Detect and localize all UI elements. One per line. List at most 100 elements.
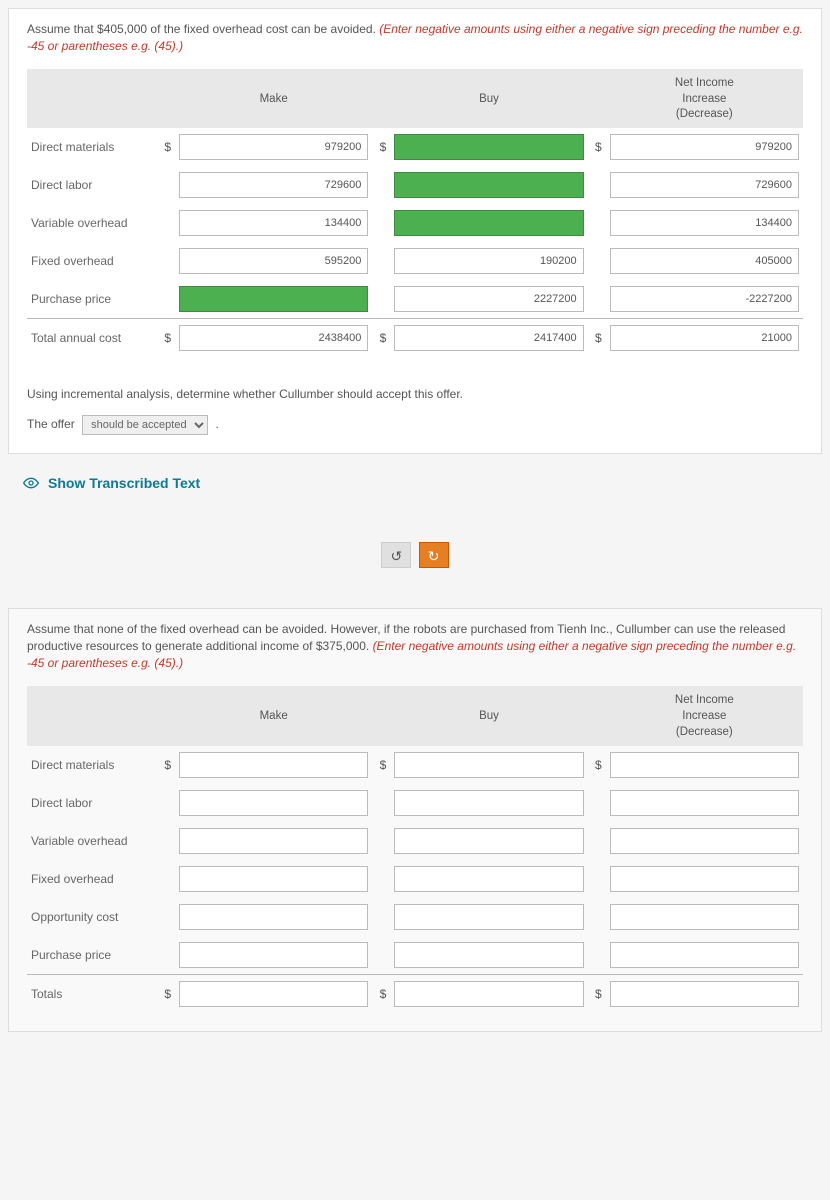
header-blank [157,69,175,129]
net-input[interactable] [610,134,799,160]
net-input[interactable] [610,942,799,968]
currency-symbol [588,936,606,975]
currency-symbol [157,822,175,860]
currency-symbol: $ [372,128,390,166]
analysis-prompt: Using incremental analysis, determine wh… [27,387,803,401]
make-input[interactable] [179,210,368,236]
buy-input[interactable] [394,904,583,930]
currency-symbol: $ [588,128,606,166]
currency-symbol [372,784,390,822]
row-label: Direct materials [27,128,157,166]
offer-prefix: The offer [27,417,75,431]
show-transcribed-link[interactable]: Show Transcribed Text [22,474,830,492]
make-input[interactable] [179,752,368,778]
net-input[interactable] [610,286,799,312]
net-input[interactable] [610,172,799,198]
currency-symbol [372,936,390,975]
buy-input[interactable] [394,210,583,236]
row-label: Variable overhead [27,822,157,860]
buy-input[interactable] [394,248,583,274]
currency-symbol [588,280,606,319]
net-input[interactable] [610,790,799,816]
currency-symbol [157,784,175,822]
currency-symbol: $ [588,746,606,784]
buy-input[interactable] [394,981,583,1007]
net-input[interactable] [610,904,799,930]
buy-input[interactable] [394,752,583,778]
currency-symbol [372,280,390,319]
currency-symbol: $ [372,974,390,1013]
nav-buttons: ↺ ↻ [0,542,830,568]
currency-symbol [157,936,175,975]
buy-input[interactable] [394,325,583,351]
prev-button[interactable]: ↺ [381,542,411,568]
show-transcribed-label: Show Transcribed Text [48,475,200,491]
question-panel-1: Assume that $405,000 of the fixed overhe… [8,8,822,454]
buy-input[interactable] [394,790,583,816]
eye-icon [22,474,40,492]
net-input[interactable] [610,325,799,351]
question-panel-2: Assume that none of the fixed overhead c… [8,608,822,1031]
next-button[interactable]: ↻ [419,542,449,568]
header-make: Make [175,686,372,746]
header-buy: Buy [390,686,587,746]
make-input[interactable] [179,134,368,160]
buy-input[interactable] [394,942,583,968]
net-input[interactable] [610,248,799,274]
make-input[interactable] [179,286,368,312]
header-blank [27,69,157,129]
net-input[interactable] [610,828,799,854]
make-input[interactable] [179,172,368,198]
row-label: Purchase price [27,280,157,319]
currency-symbol [588,860,606,898]
row-label: Fixed overhead [27,242,157,280]
header-blank [588,686,606,746]
make-input[interactable] [179,981,368,1007]
currency-symbol [372,860,390,898]
currency-symbol [372,898,390,936]
currency-symbol [372,204,390,242]
currency-symbol: $ [157,746,175,784]
net-input[interactable] [610,866,799,892]
offer-line: The offer should be accepted . [27,415,803,435]
currency-symbol [588,166,606,204]
make-input[interactable] [179,866,368,892]
buy-input[interactable] [394,286,583,312]
buy-input[interactable] [394,172,583,198]
currency-symbol [588,242,606,280]
instruction-1: Assume that $405,000 of the fixed overhe… [27,21,803,55]
header-buy: Buy [390,69,587,129]
row-label: Total annual cost [27,319,157,358]
net-input[interactable] [610,752,799,778]
make-input[interactable] [179,790,368,816]
currency-symbol [588,898,606,936]
buy-input[interactable] [394,134,583,160]
cost-table-1: Make Buy Net Income Increase (Decrease) … [27,69,803,358]
make-input[interactable] [179,904,368,930]
currency-symbol [588,204,606,242]
currency-symbol [157,242,175,280]
make-input[interactable] [179,248,368,274]
net-input[interactable] [610,981,799,1007]
header-blank [372,686,390,746]
currency-symbol [157,860,175,898]
net-input[interactable] [610,210,799,236]
buy-input[interactable] [394,866,583,892]
currency-symbol: $ [157,319,175,358]
header-net: Net Income Increase (Decrease) [606,686,803,746]
currency-symbol: $ [157,128,175,166]
currency-symbol: $ [372,746,390,784]
make-input[interactable] [179,325,368,351]
row-label: Purchase price [27,936,157,975]
currency-symbol: $ [588,319,606,358]
currency-symbol [588,784,606,822]
header-make: Make [175,69,372,129]
make-input[interactable] [179,942,368,968]
make-input[interactable] [179,828,368,854]
currency-symbol [372,822,390,860]
header-blank [588,69,606,129]
offer-suffix: . [216,417,219,431]
currency-symbol [372,242,390,280]
offer-select[interactable]: should be accepted [82,415,208,435]
buy-input[interactable] [394,828,583,854]
